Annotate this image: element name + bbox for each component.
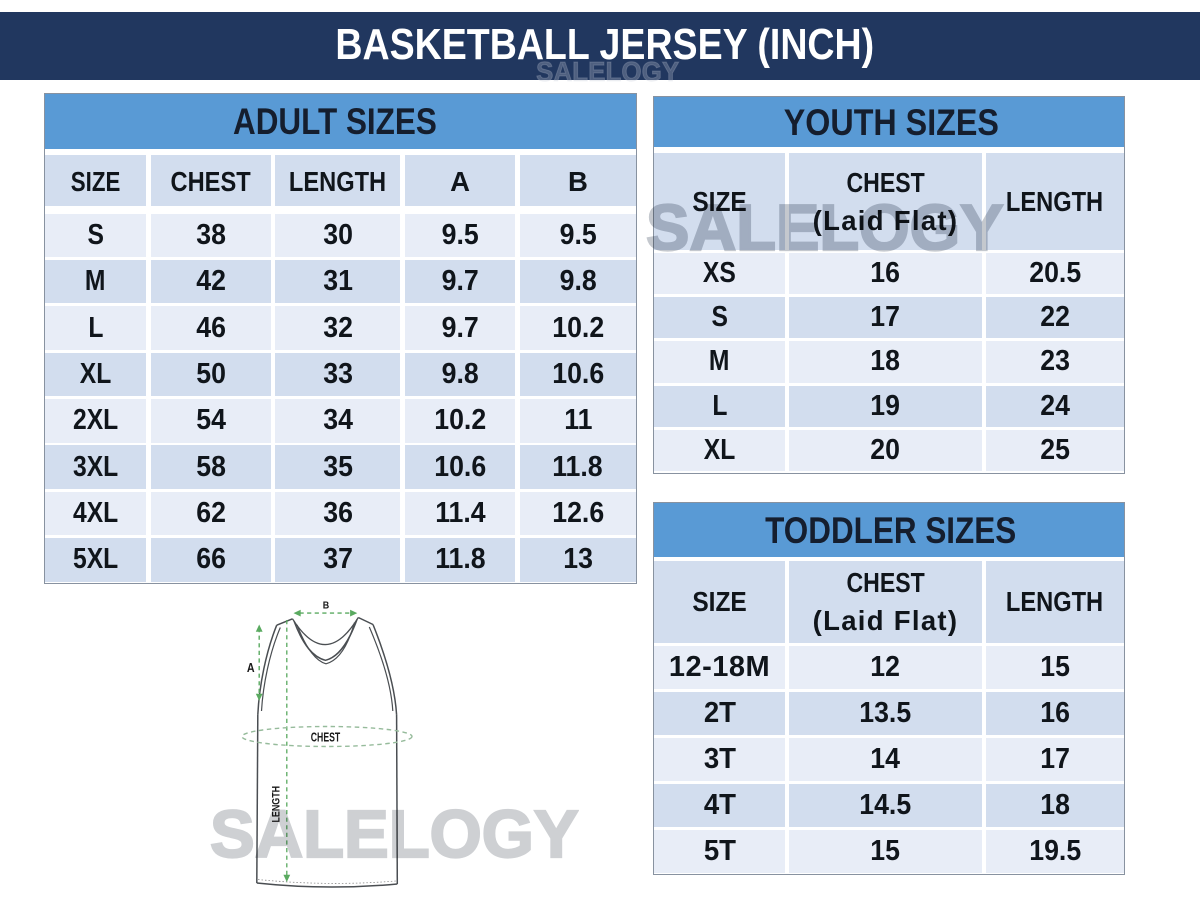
svg-text:A: A bbox=[247, 661, 255, 675]
svg-text:LENGTH: LENGTH bbox=[271, 786, 283, 823]
svg-text:B: B bbox=[323, 600, 329, 612]
svg-text:CHEST: CHEST bbox=[311, 731, 341, 745]
